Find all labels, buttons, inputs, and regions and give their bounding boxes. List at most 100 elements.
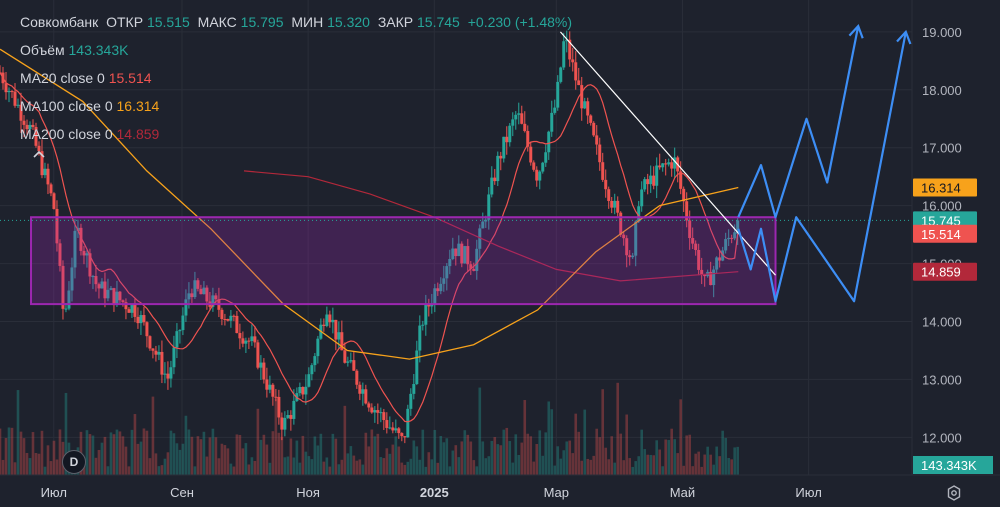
candle-body (502, 136, 506, 159)
ma20-label: MA20 close 0 (20, 70, 105, 86)
volume-bar (460, 441, 464, 475)
candle-body (46, 168, 50, 185)
volume-bar (568, 440, 572, 475)
volume-bar (622, 460, 626, 475)
candle-body (343, 350, 347, 363)
candle-body (163, 373, 167, 375)
candle-body (520, 113, 524, 124)
volume-bar (220, 443, 224, 475)
candle-body (28, 124, 32, 130)
volume-bar (283, 457, 287, 475)
candle-body (211, 295, 215, 307)
volume-bar (472, 460, 476, 475)
gear-icon[interactable] (943, 482, 965, 504)
candle-body (82, 250, 86, 256)
ma20-row[interactable]: MA20 close 0 15.514 (20, 64, 572, 92)
volume-bar (403, 464, 407, 475)
volume-bar (505, 427, 509, 475)
candle-body (271, 384, 275, 397)
volume-bar (655, 440, 659, 475)
volume-bar (517, 454, 521, 475)
volume-bar (652, 455, 656, 475)
volume-bar (421, 429, 425, 475)
candle-body (442, 278, 446, 284)
volume-bar (538, 430, 542, 475)
candle-body (496, 155, 500, 182)
candle-body (514, 114, 518, 120)
candle-body (133, 304, 137, 317)
candle-body (79, 227, 83, 251)
candle-body (400, 433, 404, 437)
candle-body (130, 304, 134, 313)
volume-bar (601, 389, 605, 475)
volume-bar (193, 466, 197, 475)
ma100-row[interactable]: MA100 close 0 16.314 (20, 92, 572, 120)
candle-body (451, 248, 455, 259)
candle-body (367, 403, 371, 408)
volume-bar (688, 434, 691, 475)
volume-bar (355, 460, 359, 475)
ma100-label: MA100 close 0 (20, 98, 113, 114)
candle-body (172, 347, 176, 368)
volume-bar (244, 443, 248, 475)
candle-body (601, 162, 605, 180)
high-label: МАКС (197, 14, 237, 30)
forecast-arrowhead (848, 24, 864, 39)
candle-body (664, 163, 668, 165)
volume-bar (301, 435, 305, 475)
volume-bar (103, 436, 107, 475)
candle-body (55, 208, 59, 244)
volume-bar (550, 409, 554, 475)
price-tick-label: 17.000 (922, 141, 962, 156)
volume-bar (556, 446, 560, 475)
candle-body (166, 373, 170, 379)
candle-body (403, 436, 407, 438)
volume-bar (289, 438, 293, 475)
chevron-up-icon[interactable] (26, 143, 52, 165)
volume-bar (82, 464, 86, 475)
ma200-row[interactable]: MA200 close 0 14.859 (20, 120, 572, 148)
candle-body (142, 315, 146, 323)
candle-body (562, 41, 566, 68)
candle-body (262, 362, 266, 380)
ma100-value: 16.314 (116, 98, 160, 114)
volume-bar (13, 462, 17, 475)
volume-bar (124, 446, 128, 475)
volume-bar (634, 461, 638, 475)
ma200-label: MA200 close 0 (20, 126, 113, 142)
volume-bar (523, 400, 527, 475)
candle-body (415, 350, 419, 385)
volume-bars (0, 382, 739, 475)
volume-bar (586, 458, 590, 475)
candle-body (541, 162, 545, 172)
volume-bar (202, 431, 206, 475)
price-label: 14.859 (921, 265, 961, 280)
volume-bar (163, 458, 167, 475)
candle-body (673, 157, 677, 169)
candle-body (214, 295, 218, 300)
volume-row[interactable]: Объём 143.343K (20, 36, 572, 64)
volume-bar (205, 456, 209, 475)
volume-bar (415, 446, 419, 475)
candle-body (355, 370, 359, 385)
volume-bar (718, 456, 721, 475)
volume-bar (592, 455, 596, 475)
ma200-line (243, 170, 739, 282)
support-zone (30, 216, 777, 306)
candle-body (235, 315, 239, 334)
volume-bar (1, 459, 5, 475)
volume-bar (55, 459, 59, 475)
candle-body (322, 324, 326, 326)
candle-body (103, 281, 107, 299)
volume-bar (358, 459, 362, 475)
volume-bar (685, 435, 688, 475)
candle-body (223, 319, 227, 321)
volume-bar (625, 414, 629, 475)
candle-body (340, 332, 344, 351)
data-provider-logo[interactable]: D (62, 450, 86, 474)
candle-body (625, 238, 629, 256)
candle-body (19, 104, 23, 121)
volume-bar (643, 449, 647, 475)
candle-body (703, 274, 707, 277)
candle-body (646, 179, 650, 185)
